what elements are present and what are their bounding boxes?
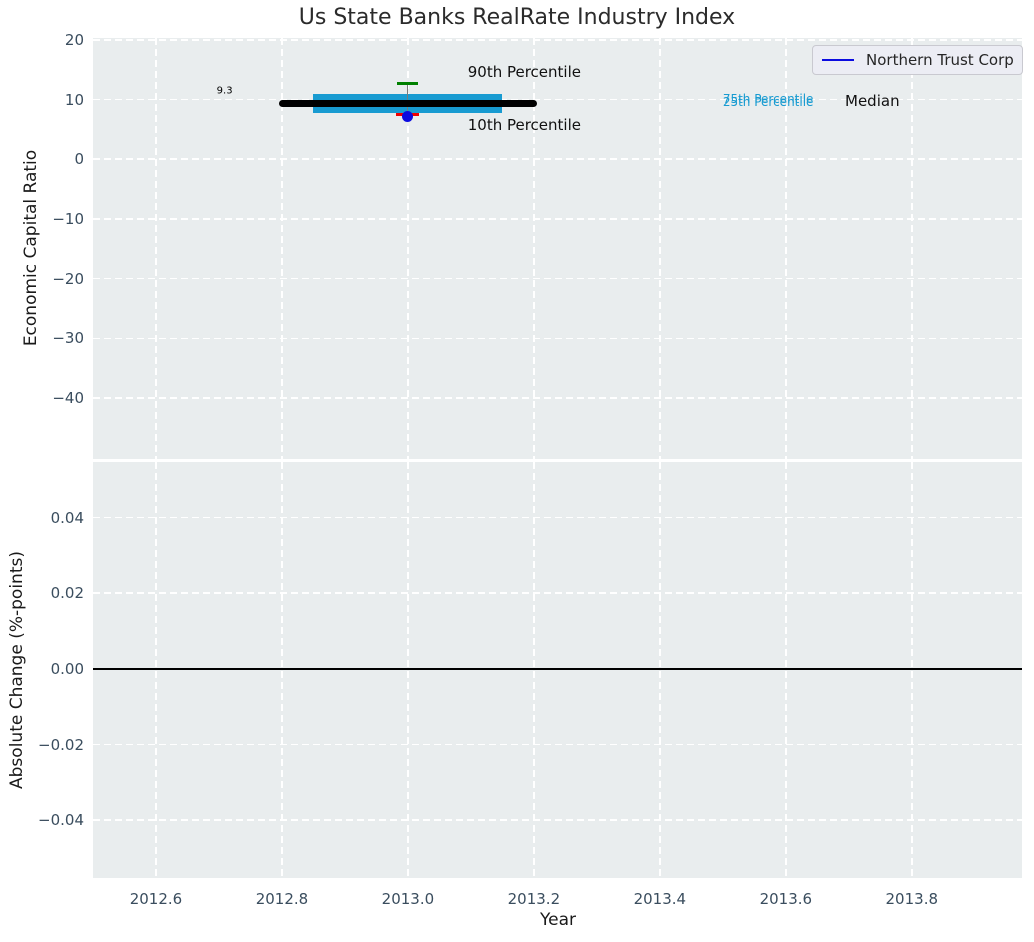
y-gridline bbox=[93, 743, 1022, 746]
y-tick-label: 0.02 bbox=[50, 584, 84, 603]
y-gridline bbox=[93, 397, 1022, 399]
legend-line-icon bbox=[822, 59, 854, 61]
chart-title: Us State Banks RealRate Industry Index bbox=[298, 5, 736, 30]
median-line bbox=[278, 100, 538, 108]
p90-cap bbox=[397, 81, 419, 85]
y-tick-label: 0.00 bbox=[50, 659, 84, 678]
y-tick-label: −30 bbox=[52, 329, 84, 348]
x-gridline bbox=[911, 462, 913, 878]
y-gridline bbox=[93, 218, 1022, 220]
top-axes: 20 10 0 −10 −20 −30 −40 9.3 90th Percentile 10th … bbox=[52, 31, 1022, 459]
x-tick-label: 2012.8 bbox=[255, 890, 309, 908]
legend: Northern Trust Corp bbox=[812, 45, 1023, 75]
x-axis-label: Year bbox=[540, 910, 576, 930]
y-gridline bbox=[93, 277, 1022, 280]
x-gridline bbox=[533, 462, 535, 878]
x-gridline bbox=[785, 462, 787, 878]
y-tick-label: −0.04 bbox=[38, 811, 84, 830]
company-point bbox=[402, 110, 414, 122]
x-gridline bbox=[281, 38, 283, 459]
x-gridline bbox=[659, 462, 661, 878]
y-gridline bbox=[93, 158, 1022, 160]
p90-label: 90th Percentile bbox=[467, 63, 581, 82]
y-tick-label: −20 bbox=[52, 269, 84, 288]
x-gridline bbox=[155, 462, 157, 878]
y-gridline bbox=[93, 819, 1022, 821]
median-label: Median bbox=[845, 92, 900, 111]
x-gridline bbox=[533, 38, 535, 459]
y-tick-label: −40 bbox=[52, 389, 84, 408]
whisker-line bbox=[407, 83, 409, 117]
x-gridline bbox=[407, 462, 409, 878]
y-tick-label: 10 bbox=[64, 90, 84, 109]
y-tick-label: 0.04 bbox=[50, 508, 84, 527]
p75-label: 75th Percentile bbox=[722, 91, 814, 106]
x-gridline bbox=[281, 462, 283, 878]
x-gridline bbox=[155, 38, 157, 459]
y-tick-label: −0.02 bbox=[38, 735, 84, 754]
legend-label: Northern Trust Corp bbox=[866, 51, 1014, 69]
x-tick-label: 2013.0 bbox=[381, 890, 435, 908]
y-gridline bbox=[93, 337, 1022, 340]
x-tick-label: 2013.2 bbox=[507, 890, 561, 908]
x-gridline bbox=[659, 38, 661, 459]
x-tick-label: 2013.8 bbox=[885, 890, 939, 908]
x-gridline bbox=[911, 38, 913, 459]
top-y-axis-label: Economic Capital Ratio bbox=[21, 149, 41, 347]
p25-label: 25th Percentile bbox=[722, 95, 814, 110]
bottom-y-axis-label: Absolute Change (%-points) bbox=[7, 551, 27, 789]
x-gridline bbox=[407, 38, 409, 459]
p10-label: 10th Percentile bbox=[467, 116, 581, 135]
y-gridline bbox=[93, 516, 1022, 519]
zero-line bbox=[93, 667, 1022, 670]
x-tick-label: 2012.6 bbox=[129, 890, 183, 908]
y-tick-label: −10 bbox=[52, 209, 84, 228]
y-tick-label: 20 bbox=[64, 30, 84, 49]
y-gridline bbox=[93, 39, 1022, 41]
bottom-axes: 2012.6 2012.8 2013.0 2013.2 2013.4 2013.6 2013… bbox=[38, 462, 1022, 908]
y-gridline bbox=[93, 98, 1022, 101]
x-tick-label: 2013.4 bbox=[633, 890, 687, 908]
x-gridline bbox=[785, 38, 787, 459]
y-gridline bbox=[93, 592, 1022, 594]
y-tick-label: 0 bbox=[74, 150, 84, 169]
median-value-label: 9.3 bbox=[216, 85, 233, 97]
x-tick-label: 2013.6 bbox=[759, 890, 813, 908]
